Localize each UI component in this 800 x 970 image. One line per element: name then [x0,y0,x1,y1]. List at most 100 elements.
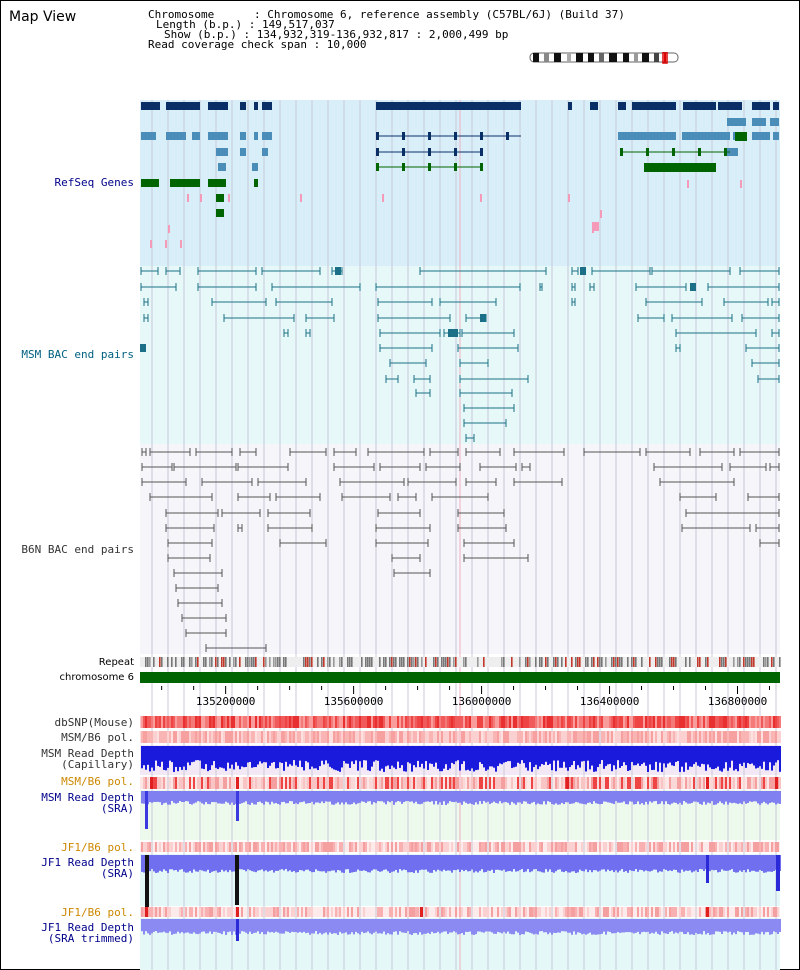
depth-bar [501,746,503,765]
heat-cell [689,907,691,917]
refseq-genes-label[interactable]: RefSeq Genes [54,176,134,189]
heat-cell [199,731,201,743]
axis-tick-label: 136000000 [452,695,512,708]
heat-cell [343,731,345,743]
depth-bar [511,919,513,935]
heat-cell [671,777,673,789]
heat-cell [559,842,561,852]
depth-bar [559,791,561,805]
heat-cell [563,842,565,852]
depth-bar [151,791,153,803]
depth-bar [695,791,697,802]
heat-cell [411,716,413,728]
depth-bar [201,791,203,804]
heat-cell [389,731,391,743]
heat-cell [771,842,773,852]
depth-bar [167,855,169,873]
msm-bac-label[interactable]: MSM BAC end pairs [21,348,134,361]
depth-bar [663,791,665,805]
depth-bar [777,791,779,804]
depth-bar [323,791,325,804]
heat-cell [501,907,503,917]
depth-bar [543,919,545,933]
depth-bar [595,855,597,871]
heat-cell [311,842,313,852]
heat-cell [445,777,447,789]
depth-bar [199,746,201,761]
depth-bar [421,919,423,935]
heat-cell [633,716,635,728]
heat-cell [307,907,309,917]
repeat-element [435,657,437,667]
heat-cell [413,731,415,743]
repeat-element [239,657,241,667]
repeat-element [215,657,217,667]
jf1-pol-label-2: JF1/B6 pol. [61,906,134,919]
heat-cell [593,777,595,789]
heat-cell [347,731,349,743]
heat-cell [563,731,565,743]
depth-bar [557,791,559,805]
depth-bar [609,791,611,803]
heat-cell [701,777,703,789]
heat-cell [387,777,389,789]
depth-bar [737,855,739,873]
depth-bar [517,791,519,803]
repeat-element [613,657,615,667]
depth-bar [233,919,235,932]
heat-cell [459,842,461,852]
heat-cell [523,777,525,789]
heat-cell [335,842,337,852]
heat-cell [657,907,659,917]
repeat-element [437,657,439,667]
depth-bar [657,855,659,873]
heat-cell [447,716,449,728]
heat-cell [193,731,195,743]
depth-bar [239,855,241,870]
repeat-element [621,657,623,667]
heat-cell [287,907,289,917]
depth-bar [389,855,391,873]
heat-cell [699,842,701,852]
depth-bar [545,919,547,933]
repeat-element [719,657,721,667]
depth-bar [497,746,499,767]
depth-bar [267,855,269,872]
depth-bar [295,919,297,933]
heat-cell [715,716,717,728]
repeat-element [333,657,335,667]
depth-bar [445,919,447,932]
heat-cell [219,731,221,743]
depth-bar [223,855,225,872]
depth-bar [587,855,589,873]
heat-cell [501,842,503,852]
heat-cell [363,907,365,917]
depth-bar [275,855,277,871]
heat-cell [663,716,665,728]
depth-bar [255,746,257,768]
chromosome-ideogram[interactable] [528,52,682,64]
heat-cell [345,731,347,743]
depth-bar [221,746,223,768]
repeat-element [631,657,633,667]
depth-bar [723,855,725,871]
depth-bar [175,746,177,767]
heat-cell [603,907,605,917]
repeat-element [421,657,423,667]
heat-cell [237,716,239,728]
depth-bar [719,746,721,771]
heat-cell [409,907,411,917]
heat-cell [565,731,567,743]
depth-bar [347,855,349,870]
depth-bar [525,855,527,872]
depth-bar [489,791,491,805]
depth-bar [517,746,519,763]
depth-bar [403,746,405,772]
depth-bar [731,746,733,761]
b6n-bac-label[interactable]: B6N BAC end pairs [21,543,134,556]
heat-cell [231,716,233,728]
depth-bar [649,746,651,765]
depth-bar [517,919,519,933]
depth-bar [287,791,289,804]
